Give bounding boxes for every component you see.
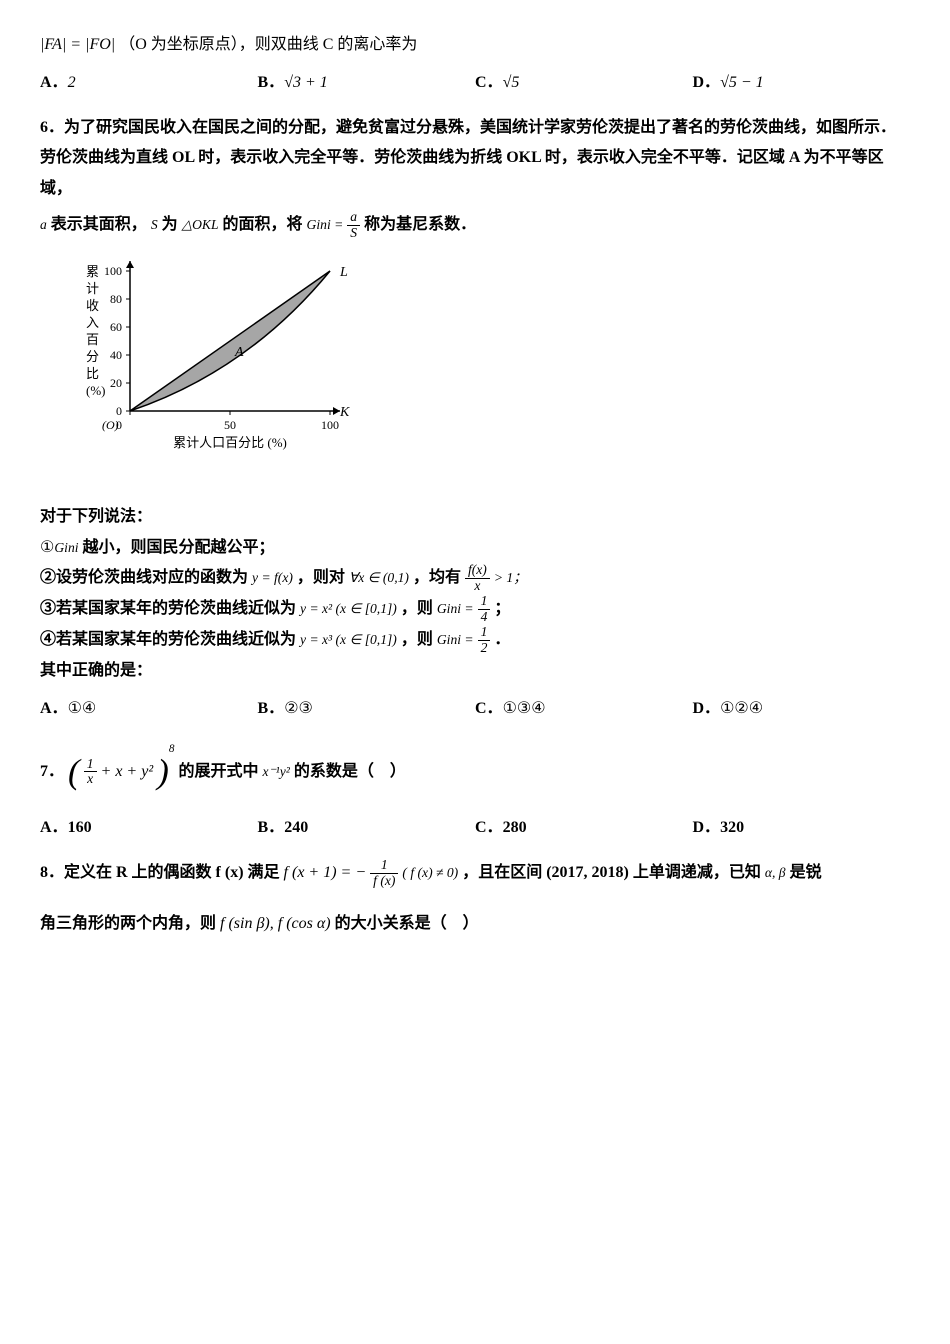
lorenz-chart: 020406080100501000LKA(O)累计人口百分比 (%)累计收入百… <box>70 251 910 492</box>
q6-s3: ③若某国家某年的劳伦茨曲线近似为 y = x² (x ∈ [0,1]) ，则 G… <box>40 594 910 625</box>
q7-opt-c: C．280 <box>475 813 693 843</box>
svg-text:L: L <box>339 265 348 280</box>
q7-opt-a: A．160 <box>40 813 258 843</box>
q6-opt-c: C．①③④ <box>475 694 693 724</box>
q6-line2: a 表示其面积， S 为 △OKL 的面积，将 Gini = aS 称为基尼系数… <box>40 210 910 241</box>
q6-s1: ①Gini 越小，则国民分配越公平； <box>40 533 910 563</box>
svg-text:入: 入 <box>86 315 99 330</box>
q6-options: A．①④ B．②③ C．①③④ D．①②④ <box>40 694 910 724</box>
svg-text:累: 累 <box>86 264 99 279</box>
svg-text:60: 60 <box>110 320 122 334</box>
svg-text:100: 100 <box>321 418 339 432</box>
q6-s4: ④若某国家某年的劳伦茨曲线近似为 y = x³ (x ∈ [0,1]) ，则 G… <box>40 625 910 656</box>
q7-options: A．160 B．240 C．280 D．320 <box>40 813 910 843</box>
q6-correct: 其中正确的是： <box>40 656 910 686</box>
svg-text:累计人口百分比 (%): 累计人口百分比 (%) <box>173 435 287 450</box>
q7-opt-d: D．320 <box>693 813 911 843</box>
q5-tail-eq: |FA| = |FO| <box>40 36 115 53</box>
q7-opt-b: B．240 <box>258 813 476 843</box>
svg-text:100: 100 <box>104 264 122 278</box>
q6-opt-b: B．②③ <box>258 694 476 724</box>
q6-intro: 6．为了研究国民收入在国民之间的分配，避免贫富过分悬殊，美国统计学家劳伦茨提出了… <box>40 113 910 204</box>
q5-tail-text: （O 为坐标原点），则双曲线 C 的离心率为 <box>119 36 417 53</box>
q5-opt-c: C．√5 <box>475 68 693 98</box>
q5-opt-b: B．√3 + 1 <box>258 68 476 98</box>
q6-stmts-title: 对于下列说法： <box>40 502 910 532</box>
svg-text:A: A <box>234 345 244 360</box>
svg-text:百: 百 <box>86 332 99 347</box>
svg-text:计: 计 <box>86 281 99 296</box>
svg-text:50: 50 <box>224 418 236 432</box>
q5-opt-a: A．2 <box>40 68 258 98</box>
svg-text:比: 比 <box>86 366 99 381</box>
q6-s2: ②设劳伦茨曲线对应的函数为 y = f(x) ，则对 ∀x ∈ (0,1) ，均… <box>40 563 910 594</box>
svg-text:收: 收 <box>86 298 99 313</box>
svg-text:(O): (O) <box>102 418 119 432</box>
q5-options: A．2 B．√3 + 1 C．√5 D．√5 − 1 <box>40 68 910 98</box>
svg-text:0: 0 <box>116 404 122 418</box>
q6-opt-a: A．①④ <box>40 694 258 724</box>
svg-text:40: 40 <box>110 348 122 362</box>
q6-opt-d: D．①②④ <box>693 694 911 724</box>
q8-line1: 8．定义在 R 上的偶函数 f (x) 满足 f (x + 1) = − 1f … <box>40 858 910 889</box>
q8-line2: 角三角形的两个内角，则 f (sin β), f (cos α) 的大小关系是（… <box>40 909 910 939</box>
q5-opt-d: D．√5 − 1 <box>693 68 911 98</box>
svg-text:分: 分 <box>86 349 99 364</box>
svg-text:K: K <box>339 405 350 420</box>
svg-text:80: 80 <box>110 292 122 306</box>
q7: 7． ( 1x + x + y² )8 的展开式中 x⁻¹y² 的系数是（ ） <box>40 739 910 806</box>
svg-text:20: 20 <box>110 376 122 390</box>
q5-tail: |FA| = |FO| （O 为坐标原点），则双曲线 C 的离心率为 <box>40 30 910 60</box>
svg-text:(%): (%) <box>86 383 106 398</box>
